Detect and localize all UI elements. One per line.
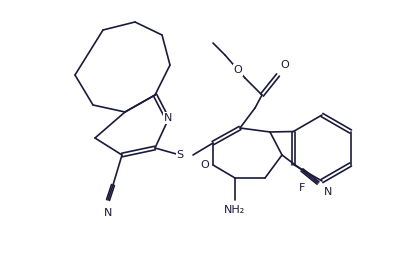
Text: NH₂: NH₂ <box>225 205 246 215</box>
Text: S: S <box>176 150 184 160</box>
Text: N: N <box>324 187 332 197</box>
Text: O: O <box>201 160 209 170</box>
Text: O: O <box>234 65 242 75</box>
Text: N: N <box>104 208 112 218</box>
Text: O: O <box>281 60 289 70</box>
Text: N: N <box>164 113 172 123</box>
Text: F: F <box>299 183 305 193</box>
